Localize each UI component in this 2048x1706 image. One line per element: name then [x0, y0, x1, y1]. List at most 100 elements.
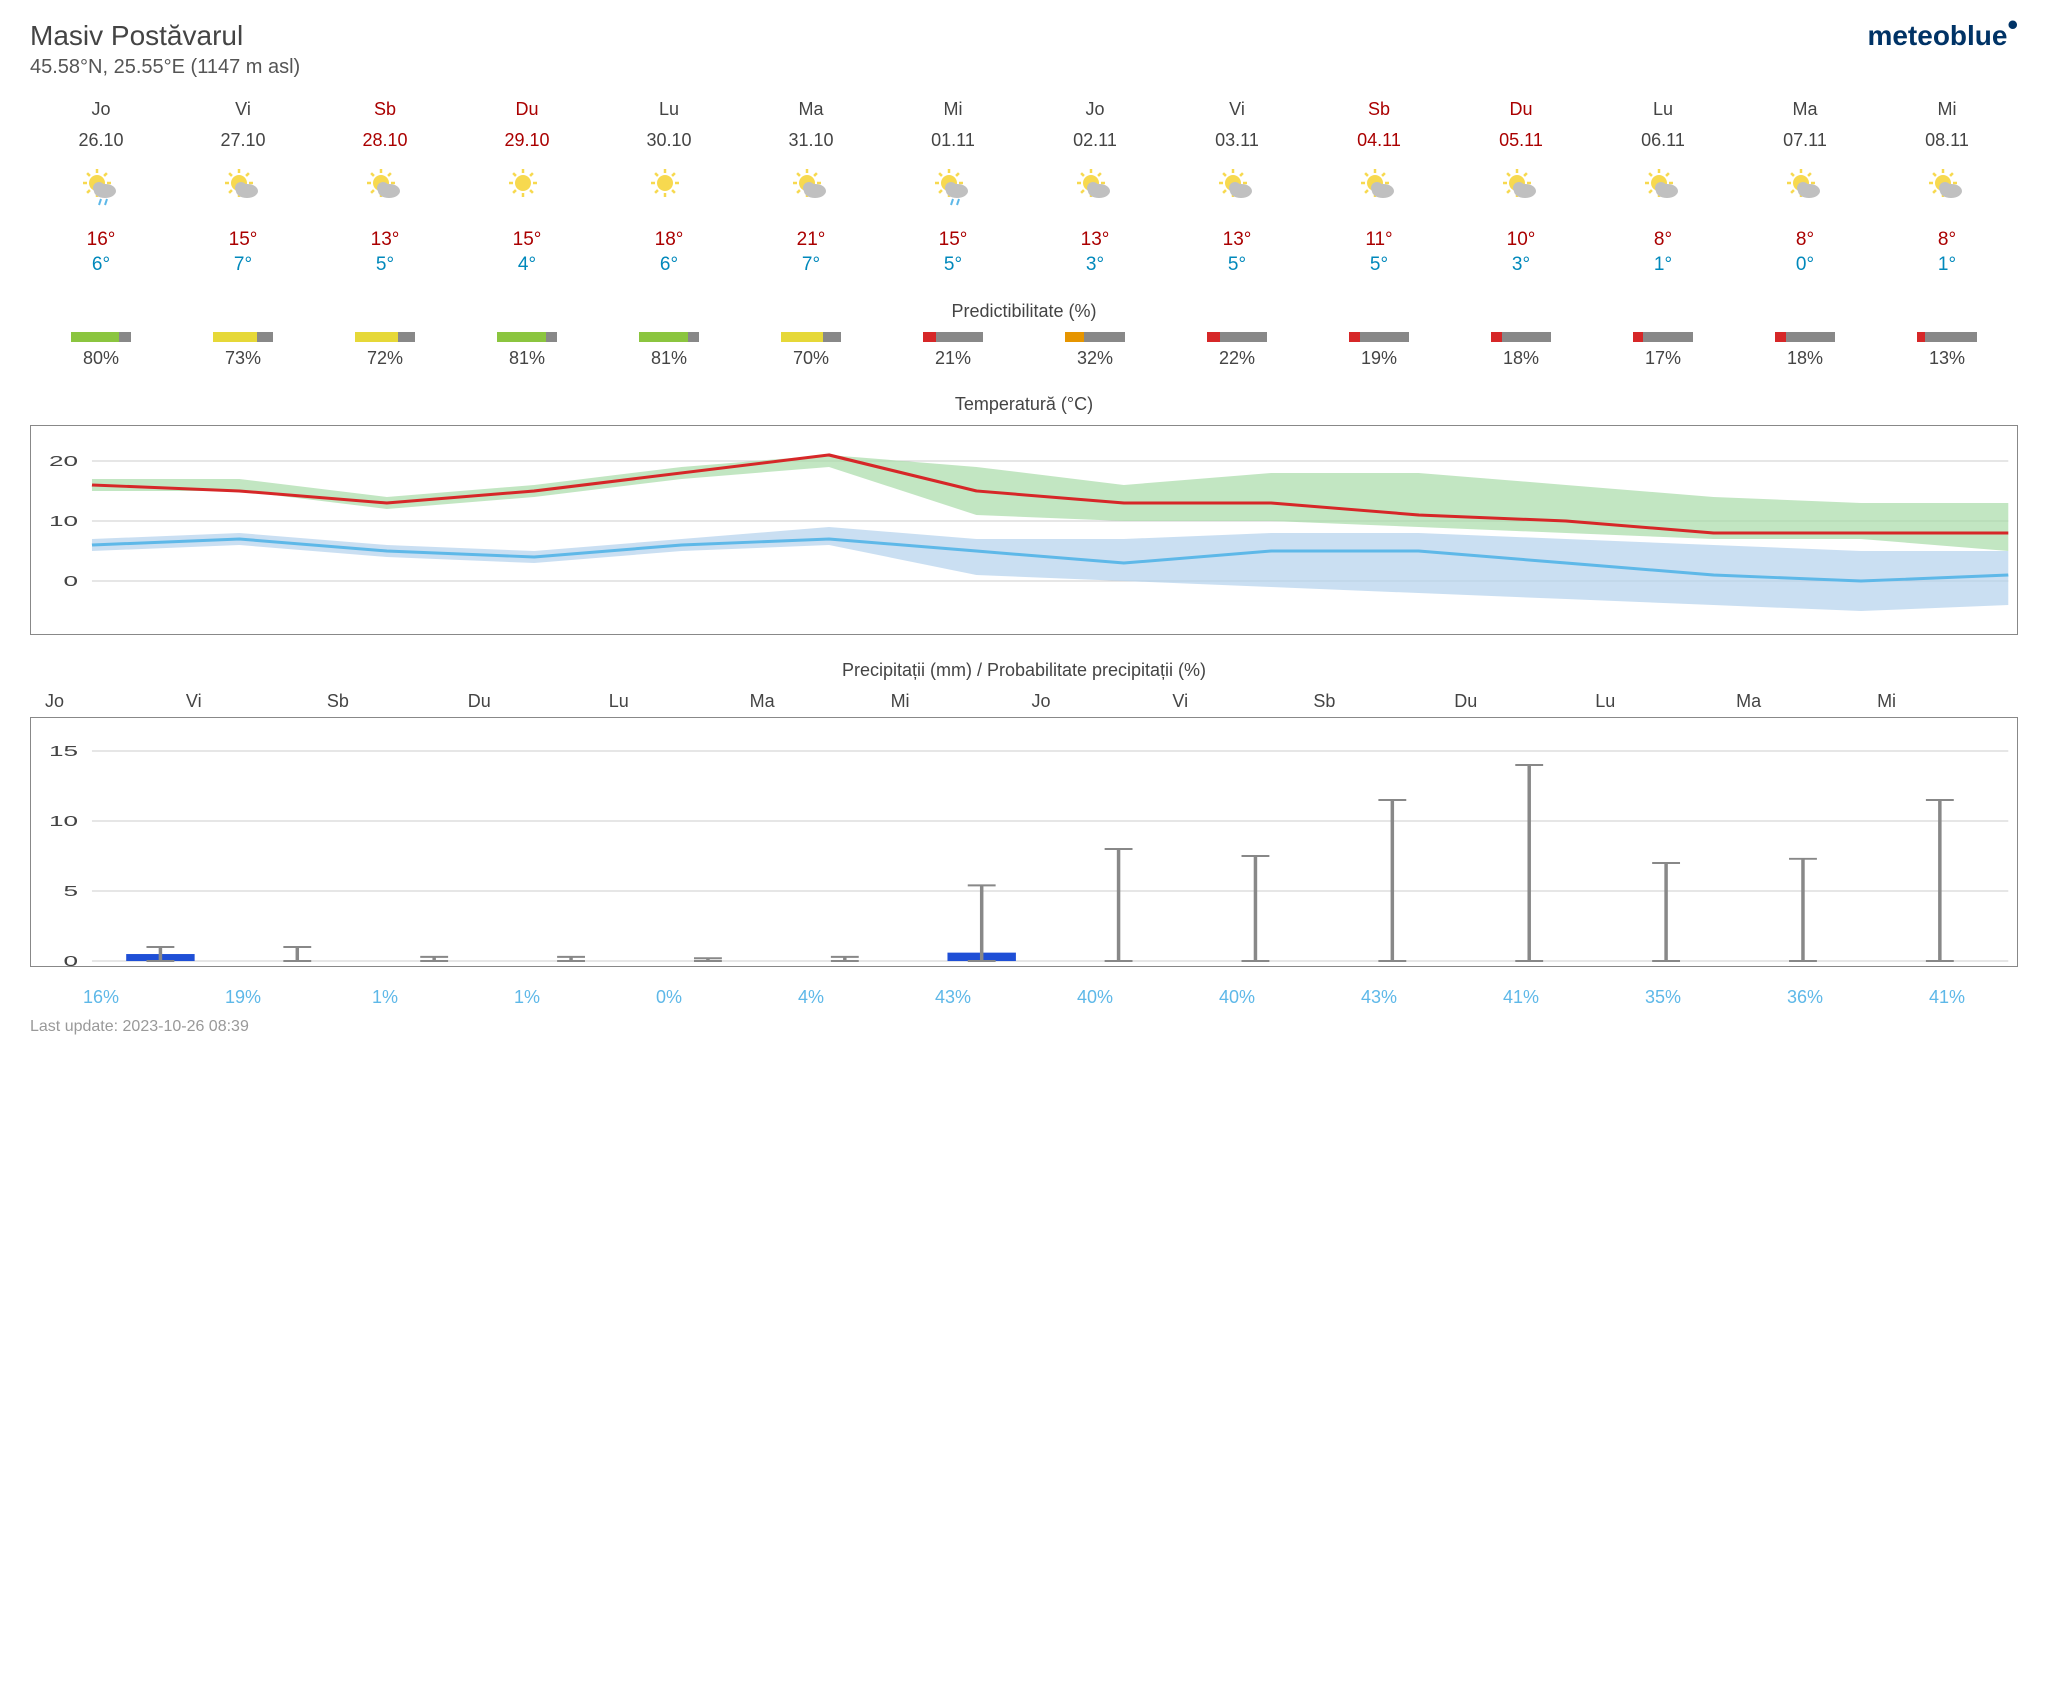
predict-value: 70%: [740, 348, 882, 369]
predict-bar: [1633, 332, 1693, 342]
precip-day-label: Vi: [186, 691, 327, 712]
predict-cell: 81%: [598, 332, 740, 369]
temp-low: 6°: [30, 254, 172, 276]
precipitation-chart: 051015: [30, 717, 2018, 967]
temp-high: 11°: [1308, 229, 1450, 251]
day-date: 03.11: [1166, 130, 1308, 151]
day-date: 30.10: [598, 130, 740, 151]
temp-low: 3°: [1450, 254, 1592, 276]
temp-cell: 13°5°: [1166, 229, 1308, 276]
predict-cell: 17%: [1592, 332, 1734, 369]
day-date: 02.11: [1024, 130, 1166, 151]
precip-probability: 40%: [1024, 987, 1166, 1008]
weather-icon: [598, 163, 740, 211]
temperature-chart: 01020: [30, 425, 2018, 635]
day-header: Jo: [1024, 99, 1166, 120]
precip-probability: 43%: [882, 987, 1024, 1008]
day-date: 31.10: [740, 130, 882, 151]
day-header: Vi: [1166, 99, 1308, 120]
precip-probability: 41%: [1450, 987, 1592, 1008]
precip-probability: 36%: [1734, 987, 1876, 1008]
predict-value: 13%: [1876, 348, 2018, 369]
precip-day-label: Du: [1454, 691, 1595, 712]
temp-low: 5°: [314, 254, 456, 276]
predict-bar: [355, 332, 415, 342]
temp-high: 10°: [1450, 229, 1592, 251]
day-header: Du: [456, 99, 598, 120]
weather-icon: [1592, 163, 1734, 211]
predict-bar: [497, 332, 557, 342]
temp-cell: 8°0°: [1734, 229, 1876, 276]
day-date: 26.10: [30, 130, 172, 151]
temp-low: 3°: [1024, 254, 1166, 276]
predict-cell: 80%: [30, 332, 172, 369]
day-date: 06.11: [1592, 130, 1734, 151]
day-of-week-row: JoViSbDuLuMaMiJoViSbDuLuMaMi: [30, 99, 2018, 120]
predict-bar: [639, 332, 699, 342]
svg-text:5: 5: [64, 883, 79, 900]
svg-text:10: 10: [49, 813, 78, 830]
header: Masiv Postăvarul 45.58°N, 25.55°E (1147 …: [30, 20, 2018, 79]
day-date: 05.11: [1450, 130, 1592, 151]
temp-low: 1°: [1876, 254, 2018, 276]
predict-value: 19%: [1308, 348, 1450, 369]
temp-cell: 18°6°: [598, 229, 740, 276]
svg-text:15: 15: [49, 743, 78, 760]
temp-cell: 8°1°: [1876, 229, 2018, 276]
predictability-title: Predictibilitate (%): [30, 301, 2018, 322]
temp-low: 6°: [598, 254, 740, 276]
temp-cell: 11°5°: [1308, 229, 1450, 276]
temp-high: 8°: [1734, 229, 1876, 251]
weather-icon: [1024, 163, 1166, 211]
precip-probability: 19%: [172, 987, 314, 1008]
day-date: 27.10: [172, 130, 314, 151]
day-header: Ma: [740, 99, 882, 120]
precipitation-svg: 051015: [31, 718, 2017, 966]
temp-cell: 8°1°: [1592, 229, 1734, 276]
weather-icon: [456, 163, 598, 211]
predict-cell: 13%: [1876, 332, 2018, 369]
temp-low: 7°: [740, 254, 882, 276]
temp-high: 13°: [1166, 229, 1308, 251]
predict-value: 73%: [172, 348, 314, 369]
day-date: 07.11: [1734, 130, 1876, 151]
predict-cell: 22%: [1166, 332, 1308, 369]
temp-cell: 13°3°: [1024, 229, 1166, 276]
precip-probability: 4%: [740, 987, 882, 1008]
logo-dot: •: [2007, 9, 2018, 42]
temp-cell: 13°5°: [314, 229, 456, 276]
predict-bar: [213, 332, 273, 342]
last-update: Last update: 2023-10-26 08:39: [30, 1018, 2018, 1036]
predict-bar: [1491, 332, 1551, 342]
precip-probability: 35%: [1592, 987, 1734, 1008]
predict-cell: 32%: [1024, 332, 1166, 369]
precip-probability: 1%: [314, 987, 456, 1008]
day-header: Ma: [1734, 99, 1876, 120]
precip-probability: 41%: [1876, 987, 2018, 1008]
temp-high: 15°: [456, 229, 598, 251]
predict-value: 21%: [882, 348, 1024, 369]
svg-text:10: 10: [49, 513, 78, 530]
predict-cell: 73%: [172, 332, 314, 369]
temp-low: 7°: [172, 254, 314, 276]
weather-icon: [172, 163, 314, 211]
svg-text:0: 0: [63, 573, 78, 590]
temp-high: 15°: [882, 229, 1024, 251]
weather-icon: [1450, 163, 1592, 211]
precip-probability: 0%: [598, 987, 740, 1008]
predict-cell: 18%: [1734, 332, 1876, 369]
predict-bar: [1917, 332, 1977, 342]
day-header: Lu: [598, 99, 740, 120]
weather-icon: [1308, 163, 1450, 211]
weather-icon: [1734, 163, 1876, 211]
temp-low: 5°: [1308, 254, 1450, 276]
day-date: 01.11: [882, 130, 1024, 151]
predict-cell: 81%: [456, 332, 598, 369]
precip-day-label: Ma: [1736, 691, 1877, 712]
location-coords: 45.58°N, 25.55°E (1147 m asl): [30, 56, 300, 79]
predict-value: 81%: [456, 348, 598, 369]
predict-bar: [1775, 332, 1835, 342]
precip-day-label: Sb: [1313, 691, 1454, 712]
weather-icon: [1166, 163, 1308, 211]
day-header: Mi: [1876, 99, 2018, 120]
